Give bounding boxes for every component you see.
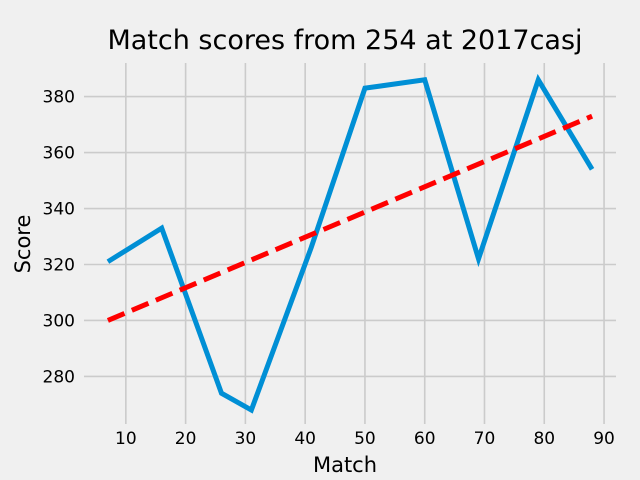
x-tick-label-8: 90 [593,429,615,449]
x-tick-label-1: 20 [175,429,197,449]
trend-line-1 [106,113,594,323]
y-tick-label-1: 300 [43,311,75,331]
x-tick-label-7: 80 [533,429,555,449]
y-tick-label-2: 320 [43,255,75,275]
x-tick-label-0: 10 [115,429,137,449]
y-ticks: 280 300 320 340 360 380 [43,88,75,388]
y-tick-label-5: 380 [43,88,75,108]
series-layer [106,73,595,414]
x-tick-label-4: 50 [354,429,376,449]
x-ticks: 10 20 30 40 50 60 70 80 90 [115,429,615,449]
y-axis-label: Score [11,215,35,274]
y-tick-label-3: 340 [43,200,75,220]
x-axis-label: Match [313,453,377,477]
x-tick-label-5: 60 [414,429,436,449]
y-tick-label-0: 280 [43,367,75,387]
chart-title: Match scores from 254 at 2017casj [107,25,582,56]
x-tick-label-3: 40 [294,429,316,449]
score-line-0 [106,73,595,414]
grid [84,63,616,424]
x-tick-label-2: 30 [235,429,257,449]
x-tick-label-6: 70 [474,429,496,449]
y-tick-label-4: 360 [43,144,75,164]
